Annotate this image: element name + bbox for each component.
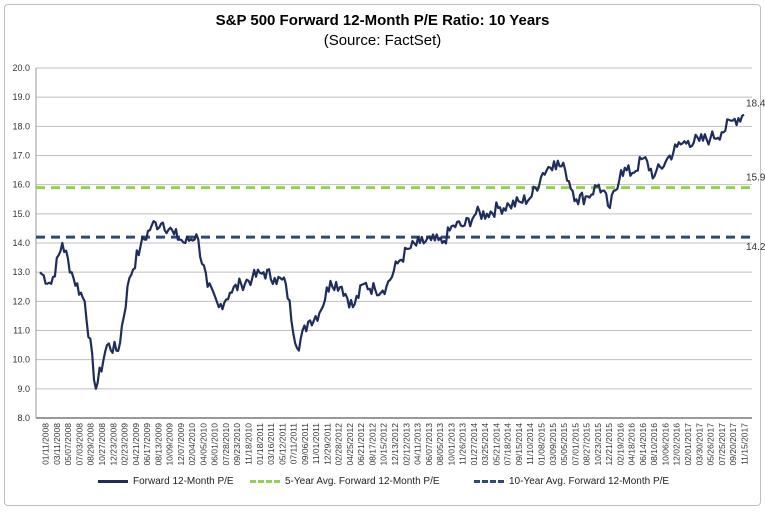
chart-frame <box>4 4 761 506</box>
x-tick-label: 12/02/2016 <box>672 423 682 466</box>
legend-item-10yr-avg: 10-Year Avg. Forward 12-Month P/E <box>474 476 669 487</box>
x-tick-label: 05/07/2008 <box>63 423 73 466</box>
x-tick-label: 06/07/2013 <box>424 423 434 466</box>
x-tick-label: 04/21/2009 <box>131 423 141 466</box>
legend-swatch-green-dashed <box>250 480 280 483</box>
chart-title: S&P 500 Forward 12-Month P/E Ratio: 10 Y… <box>215 12 550 29</box>
value-annotation: 18.4 <box>746 99 765 110</box>
x-tick-label: 01/27/2014 <box>469 423 479 466</box>
x-tick-label: 09/20/2017 <box>728 423 738 466</box>
x-tick-label: 10/06/2016 <box>660 423 670 466</box>
x-tick-label: 07/03/2008 <box>74 423 84 466</box>
x-tick-label: 02/28/2012 <box>334 423 344 466</box>
x-tick-label: 03/09/2015 <box>548 423 558 466</box>
x-tick-label: 06/17/2009 <box>142 423 152 466</box>
x-tick-label: 11/26/2013 <box>458 423 468 465</box>
x-tick-label: 01/11/2008 <box>41 423 51 465</box>
x-tick-label: 12/29/2011 <box>322 423 332 465</box>
x-tick-label: 02/01/2017 <box>683 423 693 466</box>
x-tick-label: 07/28/2010 <box>221 423 231 466</box>
x-tick-label: 02/04/2010 <box>187 423 197 466</box>
legend-label: Forward 12-Month P/E <box>133 476 234 487</box>
y-tick-label: 14.0 <box>12 238 30 248</box>
x-tick-label: 01/08/2015 <box>537 423 547 466</box>
forward-pe-line <box>39 113 745 390</box>
x-tick-label: 02/23/2009 <box>120 423 130 466</box>
chart-subtitle: (Source: FactSet) <box>323 32 442 49</box>
x-tick-label: 10/23/2015 <box>593 423 603 466</box>
x-tick-label: 12/13/2012 <box>390 423 400 466</box>
y-tick-label: 10.0 <box>12 355 30 365</box>
x-tick-label: 08/05/2013 <box>435 423 445 466</box>
x-tick-label: 08/29/2008 <box>86 423 96 466</box>
x-tick-label: 06/21/2012 <box>356 423 366 466</box>
x-tick-label: 07/01/2015 <box>570 423 580 466</box>
x-tick-label: 10/01/2013 <box>446 423 456 466</box>
x-tick-label: 07/18/2014 <box>503 423 513 466</box>
legend-label: 5-Year Avg. Forward 12-Month P/E <box>285 476 440 487</box>
x-tick-label: 11/10/2014 <box>525 423 535 465</box>
legend-label: 10-Year Avg. Forward 12-Month P/E <box>509 476 670 487</box>
y-tick-label: 8.0 <box>17 413 30 423</box>
x-tick-label: 05/21/2014 <box>491 423 501 466</box>
x-tick-label: 09/15/2014 <box>514 423 524 466</box>
y-tick-label: 13.0 <box>12 267 30 277</box>
y-tick-label: 20.0 <box>12 63 30 73</box>
x-tick-label: 07/25/2017 <box>717 423 727 466</box>
x-tick-label: 08/27/2015 <box>582 423 592 466</box>
x-tick-label: 04/05/2010 <box>198 423 208 466</box>
x-tick-label: 12/07/2009 <box>176 423 186 466</box>
y-tick-label: 17.0 <box>12 151 30 161</box>
x-tick-label: 04/25/2012 <box>345 423 355 466</box>
legend-swatch-solid <box>98 480 128 483</box>
x-tick-label: 04/18/2016 <box>627 423 637 466</box>
y-tick-label: 16.0 <box>12 180 30 190</box>
x-tick-label: 03/25/2014 <box>480 423 490 466</box>
x-tick-label: 03/16/2011 <box>266 423 276 465</box>
y-tick-label: 12.0 <box>12 296 30 306</box>
x-tick-label: 02/19/2016 <box>615 423 625 466</box>
x-tick-label: 02/12/2013 <box>401 423 411 466</box>
y-tick-label: 11.0 <box>13 326 30 336</box>
legend-item-5yr-avg: 5-Year Avg. Forward 12-Month P/E <box>250 476 440 487</box>
x-tick-label: 11/15/2017 <box>739 423 749 465</box>
x-tick-label: 05/12/2011 <box>277 423 287 465</box>
value-annotation: 14.2 <box>746 242 765 253</box>
x-tick-label: 05/26/2017 <box>706 423 716 466</box>
x-tick-label: 09/06/2011 <box>300 423 310 465</box>
x-tick-label: 12/23/2008 <box>108 423 118 466</box>
x-tick-label: 08/10/2016 <box>649 423 659 466</box>
x-tick-label: 06/01/2010 <box>210 423 220 466</box>
legend-swatch-blue-dashed <box>474 480 504 483</box>
x-tick-label: 11/18/2010 <box>243 423 253 465</box>
x-tick-label: 03/30/2017 <box>694 423 704 466</box>
x-tick-label: 07/11/2011 <box>289 423 299 465</box>
x-tick-label: 10/09/2009 <box>165 423 175 466</box>
x-tick-label: 05/05/2015 <box>559 423 569 466</box>
y-tick-label: 9.0 <box>17 384 30 394</box>
x-tick-label: 08/17/2012 <box>367 423 377 466</box>
x-tick-label: 03/11/2008 <box>52 423 62 465</box>
y-tick-label: 15.0 <box>12 209 30 219</box>
x-tick-label: 12/21/2015 <box>604 423 614 466</box>
y-tick-label: 18.0 <box>12 121 30 131</box>
x-tick-label: 10/15/2012 <box>379 423 389 466</box>
x-tick-label: 06/14/2016 <box>638 423 648 466</box>
x-tick-label: 08/13/2009 <box>153 423 163 466</box>
y-tick-label: 19.0 <box>12 92 30 102</box>
x-tick-label: 01/18/2011 <box>255 423 265 465</box>
x-tick-label: 11/01/2011 <box>311 423 321 465</box>
x-tick-label: 04/11/2013 <box>413 423 423 465</box>
x-tick-label: 09/23/2010 <box>232 423 242 466</box>
value-annotation: 15.9 <box>746 173 765 184</box>
x-tick-label: 10/27/2008 <box>97 423 107 466</box>
legend-item-forward-pe: Forward 12-Month P/E <box>98 476 234 487</box>
